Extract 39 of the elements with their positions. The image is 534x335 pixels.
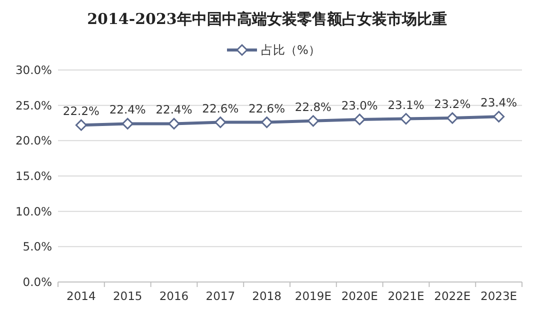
point [122,118,134,130]
data-label: 22.6% [248,101,286,116]
point [168,118,180,130]
data-label: 23.2% [434,97,471,112]
data-label: 23.1% [388,98,424,112]
data-label: 22.8% [294,100,332,114]
data-label: 22.4% [156,102,192,117]
data-label: 23.0% [341,98,378,112]
y-tick-label: 10.0% [15,204,52,218]
x-tick-label: 2023E [480,289,518,303]
data-label: 22.6% [202,101,239,116]
y-tick-label: 5.0% [22,240,52,254]
point [400,113,412,125]
data-label: 22.4% [109,102,146,117]
data-label: 23.4% [480,96,518,110]
legend-label: 占比（%） [261,43,320,57]
y-tick-label: 30.0% [15,63,52,77]
x-tick-label: 2022E [434,289,471,303]
x-tick-label: 2019E [294,289,332,303]
x-tick-label: 2018 [252,289,282,303]
chart-title: 2014-2023年中国中高端女装零售额占女装市场比重 [87,10,447,28]
x-tick-label: 2021E [388,289,424,303]
point [493,110,505,122]
point [75,119,87,131]
x-tick-label: 2020E [341,289,378,303]
point [446,112,458,124]
y-tick-label: 25.0% [15,98,52,112]
x-tick-label: 2016 [159,289,189,303]
y-tick-label: 15.0% [15,169,52,183]
y-tick-label: 0.0% [22,275,52,289]
x-tick-label: 2014 [66,289,96,303]
point [307,115,319,127]
point [214,116,226,128]
x-tick-label: 2015 [112,289,142,303]
y-tick-label: 20.0% [15,134,52,148]
x-tick-label: 2017 [206,289,236,303]
data-label: 22.2% [62,104,100,118]
point [354,114,366,126]
point [261,116,273,128]
